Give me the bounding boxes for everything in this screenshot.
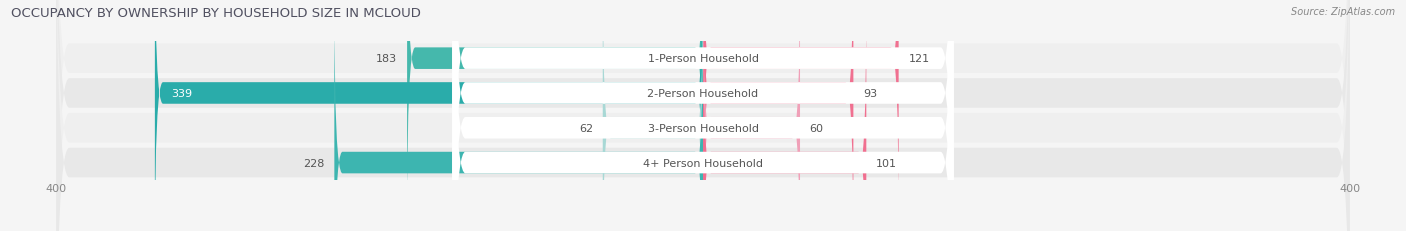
- FancyBboxPatch shape: [408, 0, 703, 221]
- FancyBboxPatch shape: [56, 0, 1350, 231]
- FancyBboxPatch shape: [56, 0, 1350, 231]
- FancyBboxPatch shape: [453, 0, 953, 231]
- FancyBboxPatch shape: [453, 0, 953, 231]
- FancyBboxPatch shape: [56, 0, 1350, 231]
- FancyBboxPatch shape: [703, 0, 866, 231]
- FancyBboxPatch shape: [703, 0, 853, 231]
- Text: 1-Person Household: 1-Person Household: [648, 54, 758, 64]
- Text: 60: 60: [810, 123, 824, 133]
- Text: 339: 339: [172, 88, 193, 99]
- Text: 121: 121: [908, 54, 929, 64]
- FancyBboxPatch shape: [56, 0, 1350, 231]
- FancyBboxPatch shape: [703, 0, 898, 221]
- Text: 183: 183: [377, 54, 398, 64]
- Text: 93: 93: [863, 88, 877, 99]
- Text: OCCUPANCY BY OWNERSHIP BY HOUSEHOLD SIZE IN MCLOUD: OCCUPANCY BY OWNERSHIP BY HOUSEHOLD SIZE…: [11, 7, 422, 20]
- Text: 228: 228: [304, 158, 325, 168]
- Text: Source: ZipAtlas.com: Source: ZipAtlas.com: [1291, 7, 1395, 17]
- Text: 101: 101: [876, 158, 897, 168]
- FancyBboxPatch shape: [603, 0, 703, 231]
- Text: 62: 62: [579, 123, 593, 133]
- FancyBboxPatch shape: [453, 0, 953, 231]
- Text: 3-Person Household: 3-Person Household: [648, 123, 758, 133]
- Text: 4+ Person Household: 4+ Person Household: [643, 158, 763, 168]
- FancyBboxPatch shape: [453, 0, 953, 231]
- FancyBboxPatch shape: [155, 0, 703, 231]
- FancyBboxPatch shape: [335, 0, 703, 231]
- FancyBboxPatch shape: [703, 0, 800, 231]
- Text: 2-Person Household: 2-Person Household: [647, 88, 759, 99]
